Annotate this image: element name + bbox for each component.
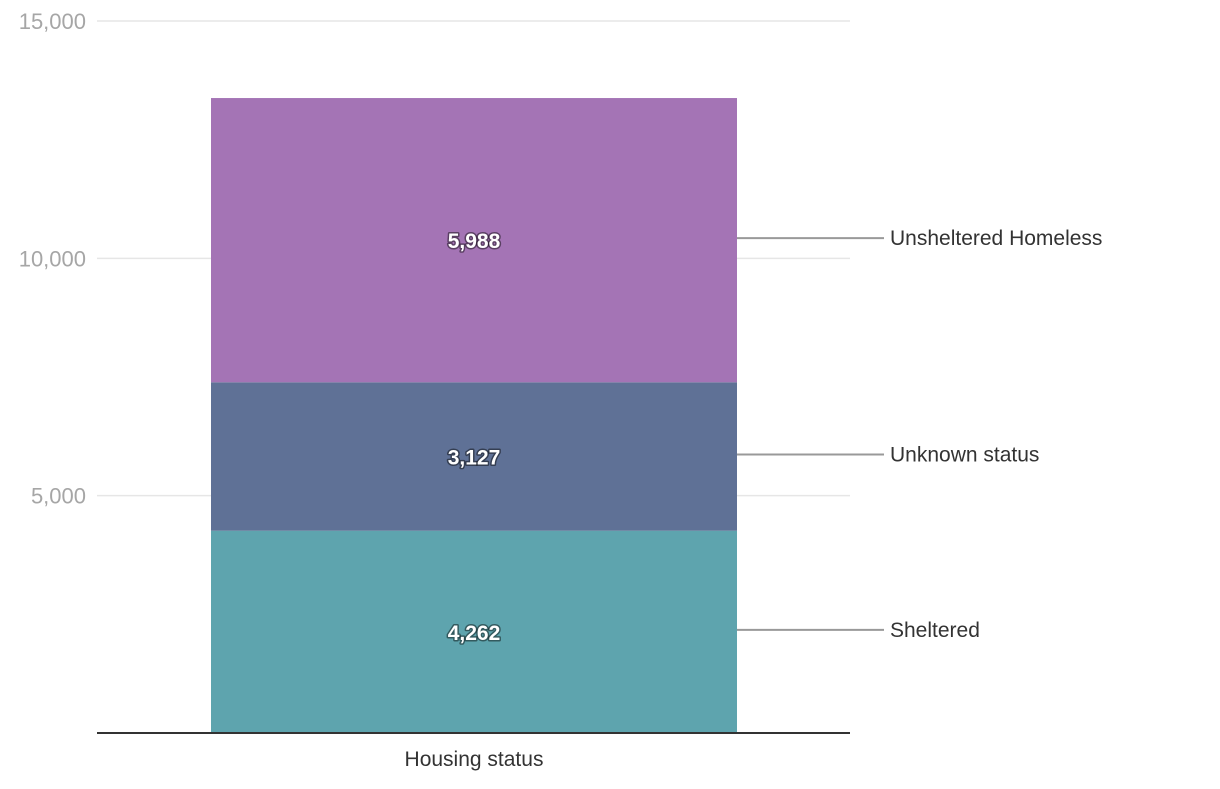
value-label-unknown-status: 3,127 [448,446,501,469]
direct-legend: Sheltered Unknown status Unsheltered Homel… [737,227,1102,642]
y-tick-label-10000: 10,000 [19,246,86,271]
value-labels: 4,262 3,127 5,988 [446,229,502,647]
legend-label-unknown-status: Unknown status [890,443,1039,466]
y-axis-ticks: 5,000 10,000 15,000 [19,9,86,509]
value-label-unsheltered-homeless: 5,988 [448,230,501,253]
y-tick-label-5000: 5,000 [31,484,86,509]
x-tick-label-housing-status: Housing status [405,748,544,771]
legend-label-unsheltered-homeless: Unsheltered Homeless [890,227,1102,250]
bar-segment-sheltered [211,530,737,733]
bar-segment-unsheltered-homeless [211,98,737,383]
y-tick-label-15000: 15,000 [19,9,86,34]
legend-label-sheltered: Sheltered [890,619,980,642]
bar-segments [211,98,737,733]
value-label-sheltered: 4,262 [448,622,501,645]
bar-segment-unknown-status [211,382,737,531]
